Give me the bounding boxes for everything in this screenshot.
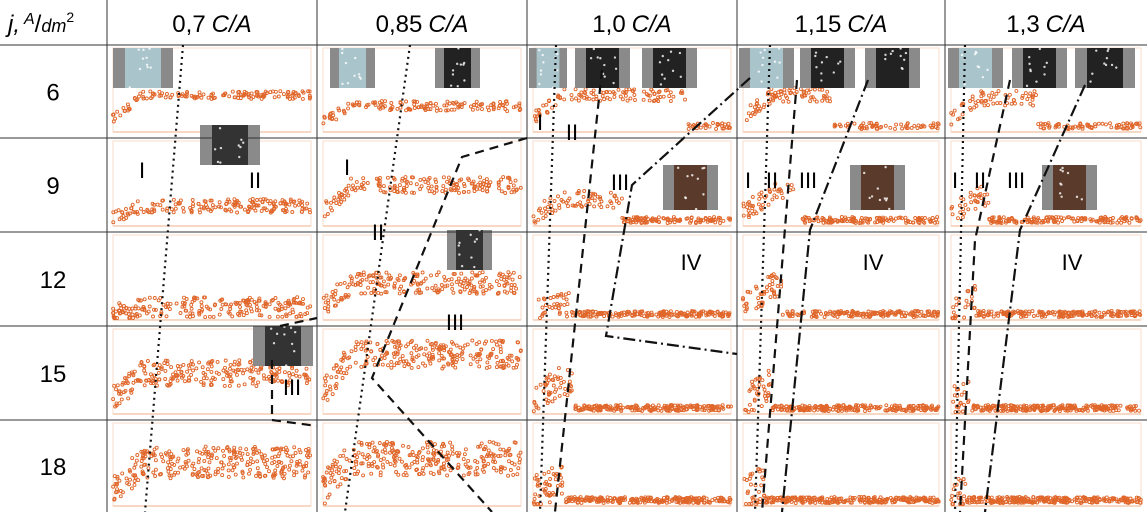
figure: j,A/dm2 0,7C/A0,85C/A1,0C/A1,15C/A1,3C/A…	[0, 0, 1147, 512]
